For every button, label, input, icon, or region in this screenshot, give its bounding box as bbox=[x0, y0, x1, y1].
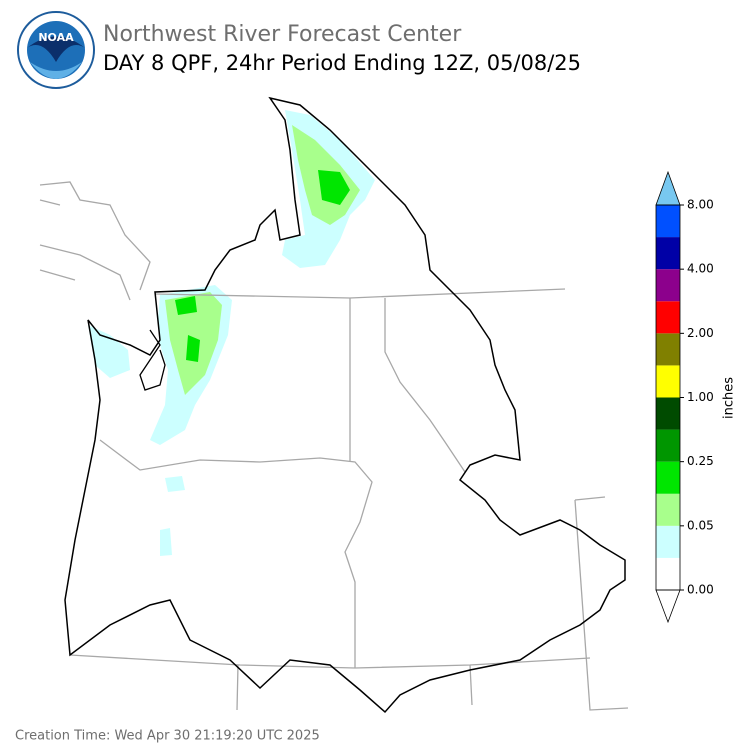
colorbar-segment bbox=[656, 301, 680, 334]
colorbar-segment bbox=[656, 525, 680, 558]
colorbar-segment bbox=[656, 429, 680, 462]
colorbar-segment bbox=[656, 237, 680, 270]
colorbar-tick-label: 0.25 bbox=[687, 454, 714, 468]
colorbar-tick-label: 8.00 bbox=[687, 198, 714, 212]
colorbar-segment bbox=[656, 397, 680, 430]
colorbar-segment bbox=[656, 493, 680, 526]
colorbar-tick-label: 0.00 bbox=[687, 583, 714, 597]
title: Northwest River Forecast Center bbox=[103, 22, 462, 47]
precipitation bbox=[88, 110, 375, 556]
colorbar: 0.00 0.05 0.25 1.00 2.00 4.00 8.00 bbox=[655, 170, 714, 624]
colorbar-label: inches bbox=[722, 377, 737, 419]
puget-sound bbox=[139, 329, 166, 391]
colorbar-tick-label: 0.05 bbox=[687, 518, 714, 532]
colorbar-segment bbox=[656, 205, 680, 238]
basin-boundary bbox=[64, 96, 626, 714]
creation-time: Creation Time: Wed Apr 30 21:19:20 UTC 2… bbox=[15, 729, 320, 744]
colorbar-tick-label: 4.00 bbox=[687, 262, 714, 276]
colorbar-segment bbox=[656, 557, 680, 590]
colorbar-segment bbox=[656, 333, 680, 366]
logo-text: NOAA bbox=[38, 31, 74, 44]
colorbar-segment bbox=[656, 461, 680, 494]
colorbar-segment bbox=[656, 269, 680, 302]
subtitle: DAY 8 QPF, 24hr Period Ending 12Z, 05/08… bbox=[103, 51, 581, 75]
colorbar-tick-label: 2.00 bbox=[687, 326, 714, 340]
noaa-logo: NOAA bbox=[17, 11, 95, 89]
colorbar-segment bbox=[656, 365, 680, 398]
colorbar-tick-label: 1.00 bbox=[687, 390, 714, 404]
